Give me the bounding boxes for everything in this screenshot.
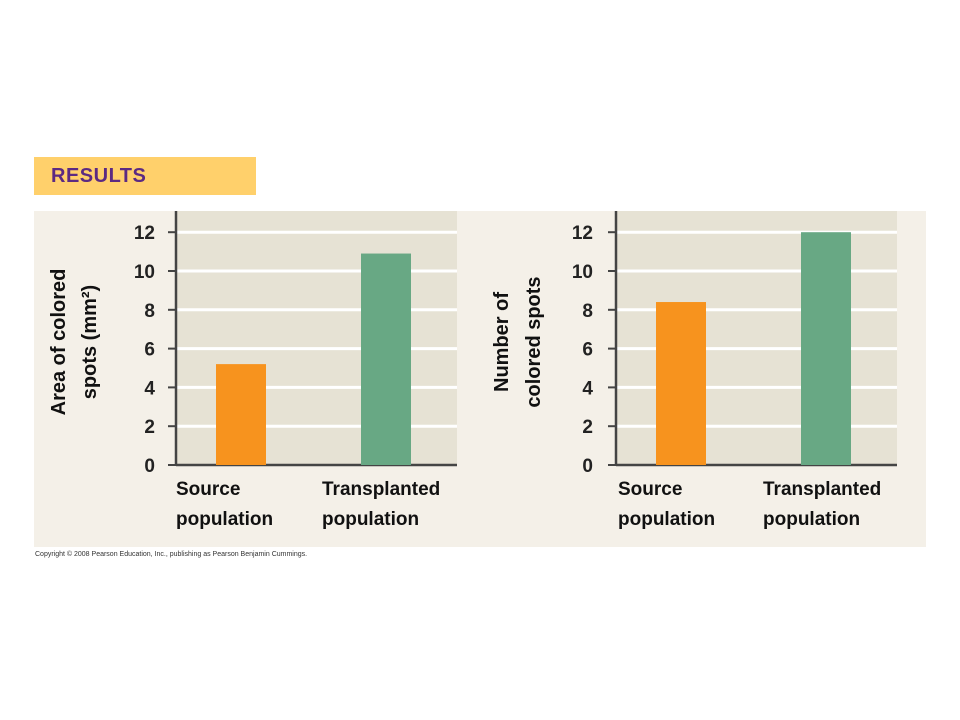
chart-2-y-axis-label-line2: colored spots (523, 276, 545, 407)
chart-2-tick-label-8: 8 (582, 301, 593, 322)
chart-2-tick-label-10: 10 (572, 262, 593, 283)
chart-1-tick-label-10: 10 (134, 262, 155, 283)
copyright-notice: Copyright © 2008 Pearson Education, Inc.… (35, 551, 308, 558)
chart-2-bar-source (656, 302, 706, 465)
chart-2-tick-label-4: 4 (582, 378, 593, 399)
chart-2-tick-label-2: 2 (582, 417, 593, 438)
chart-1-tick-label-8: 8 (144, 301, 155, 322)
results-banner: RESULTS (34, 157, 256, 195)
chart-2-category-label-transplanted-line2: population (763, 509, 860, 530)
chart-2-category-label-source-line2: population (618, 509, 715, 530)
chart-2-category-label-transplanted-line1: Transplanted (763, 479, 881, 500)
chart-2-bar-transplanted (801, 232, 851, 465)
chart-1-tick-label-12: 12 (134, 223, 155, 244)
chart-2-tick-label-6: 6 (582, 340, 593, 361)
chart-1-bar-source (216, 364, 266, 465)
chart-1-tick-label-0: 0 (144, 456, 155, 477)
chart-2-category-label-source-line1: Source (618, 479, 682, 500)
chart-1-y-axis-label-line1: Area of colored (48, 269, 70, 416)
chart-1-y-axis-label-line2: spots (mm²) (79, 285, 101, 399)
results-label: RESULTS (51, 165, 147, 187)
chart-1-bar-transplanted (361, 253, 411, 465)
chart-2-y-axis-label-line1: Number of (491, 292, 513, 392)
chart-1-category-label-transplanted-line2: population (322, 509, 419, 530)
chart-1-tick-label-2: 2 (144, 417, 155, 438)
chart-1-category-label-source-line1: Source (176, 479, 240, 500)
chart-2-tick-label-0: 0 (582, 456, 593, 477)
chart-1-tick-label-6: 6 (144, 340, 155, 361)
chart-1-category-label-source-line2: population (176, 509, 273, 530)
chart-2-tick-label-12: 12 (572, 223, 593, 244)
chart-1-category-label-transplanted-line1: Transplanted (322, 479, 440, 500)
chart-1-tick-label-4: 4 (144, 378, 155, 399)
